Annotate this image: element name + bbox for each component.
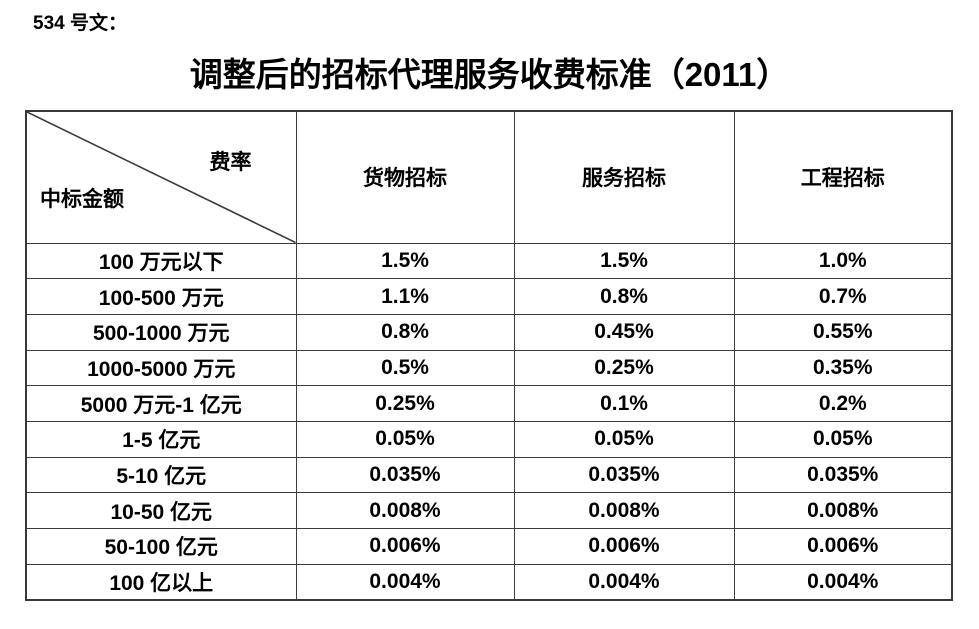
- rate-value: 0.008%: [733, 492, 953, 529]
- row-label: 10-50 亿元: [25, 492, 297, 529]
- rate-value: 0.035%: [513, 456, 735, 494]
- rate-value: 0.004%: [295, 563, 515, 601]
- table-row: 5000 万元-1 亿元 0.25% 0.1% 0.2%: [25, 385, 953, 422]
- table-corner-cell: 费率 中标金额: [25, 110, 297, 244]
- fee-table: 费率 中标金额 货物招标 服务招标 工程招标 100 万元以下 1.5% 1.5…: [25, 110, 953, 601]
- rate-value: 0.05%: [513, 420, 735, 458]
- rate-value: 0.006%: [733, 528, 953, 565]
- column-header-engineering: 工程招标: [733, 110, 953, 244]
- column-header-services: 服务招标: [513, 110, 735, 244]
- table-row: 10-50 亿元 0.008% 0.008% 0.008%: [25, 492, 953, 529]
- row-label: 1-5 亿元: [25, 420, 297, 458]
- row-label: 1000-5000 万元: [25, 349, 297, 387]
- table-row: 1000-5000 万元 0.5% 0.25% 0.35%: [25, 349, 953, 387]
- rate-value: 0.004%: [733, 563, 953, 601]
- rate-value: 0.1%: [513, 385, 735, 422]
- corner-label-rate: 费率: [209, 150, 252, 174]
- rate-value: 0.55%: [733, 313, 953, 351]
- table-row: 100-500 万元 1.1% 0.8% 0.7%: [25, 278, 953, 315]
- rate-value: 0.004%: [513, 563, 735, 601]
- corner-label-bid-amount: 中标金额: [40, 187, 124, 211]
- rate-value: 0.8%: [513, 278, 735, 315]
- rate-value: 0.35%: [733, 349, 953, 387]
- rate-value: 0.008%: [295, 492, 515, 529]
- rate-value: 0.25%: [295, 385, 515, 422]
- table-row: 100 亿以上 0.004% 0.004% 0.004%: [25, 563, 953, 601]
- row-label: 100 万元以下: [25, 242, 297, 280]
- rate-value: 0.45%: [513, 313, 735, 351]
- rate-value: 0.8%: [295, 313, 515, 351]
- rate-value: 1.1%: [295, 278, 515, 315]
- header-row: 费率 中标金额 货物招标 服务招标 工程招标: [25, 110, 953, 244]
- rate-value: 0.25%: [513, 349, 735, 387]
- rate-value: 1.5%: [513, 242, 735, 280]
- row-label: 100 亿以上: [25, 563, 297, 601]
- table-row: 50-100 亿元 0.006% 0.006% 0.006%: [25, 528, 953, 565]
- table-row: 1-5 亿元 0.05% 0.05% 0.05%: [25, 420, 953, 458]
- rate-value: 0.006%: [295, 528, 515, 565]
- rate-value: 0.5%: [295, 349, 515, 387]
- rate-value: 1.0%: [733, 242, 953, 280]
- diagonal-divider-line: [27, 112, 296, 243]
- rate-value: 0.05%: [295, 420, 515, 458]
- doc-number-label: 534 号文：: [33, 13, 127, 34]
- row-label: 100-500 万元: [25, 278, 297, 315]
- rate-value: 0.7%: [733, 278, 953, 315]
- row-label: 50-100 亿元: [25, 528, 297, 565]
- table-row: 100 万元以下 1.5% 1.5% 1.0%: [25, 242, 953, 280]
- rate-value: 0.2%: [733, 385, 953, 422]
- rate-value: 0.008%: [513, 492, 735, 529]
- row-label: 5000 万元-1 亿元: [25, 385, 297, 422]
- row-label: 5-10 亿元: [25, 456, 297, 494]
- rate-value: 0.006%: [513, 528, 735, 565]
- rate-value: 0.05%: [733, 420, 953, 458]
- table-row: 5-10 亿元 0.035% 0.035% 0.035%: [25, 456, 953, 494]
- table-row: 500-1000 万元 0.8% 0.45% 0.55%: [25, 313, 953, 351]
- page-title: 调整后的招标代理服务收费标准（2011）: [189, 56, 790, 93]
- column-header-goods: 货物招标: [295, 110, 515, 244]
- rate-value: 1.5%: [295, 242, 515, 280]
- row-label: 500-1000 万元: [25, 313, 297, 351]
- rate-value: 0.035%: [295, 456, 515, 494]
- rate-value: 0.035%: [733, 456, 953, 494]
